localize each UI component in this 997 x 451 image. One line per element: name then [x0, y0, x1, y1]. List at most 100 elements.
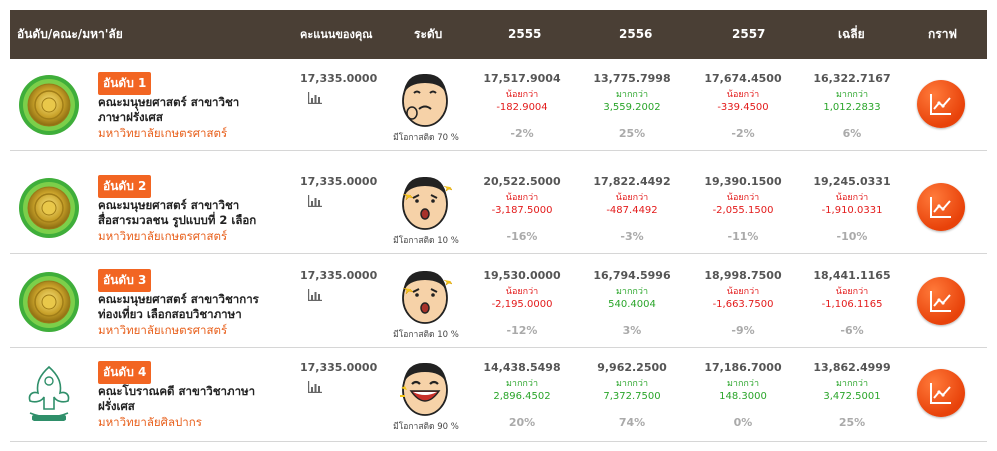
year-column: 14,438.5498 มากกว่า 2,896.4502 20%	[472, 348, 572, 429]
percent-difference: 0%	[733, 416, 753, 429]
comparison-label: มากกว่า	[616, 379, 648, 389]
score-difference: -2,195.0000	[491, 299, 553, 310]
admission-chance: มีโอกาสติด 10 %	[393, 236, 459, 246]
cutoff-score: 18,998.7500	[704, 269, 782, 282]
score-difference: 3,559.2002	[603, 102, 661, 113]
worried-face-icon	[402, 73, 448, 127]
rank-badge: อันดับ 4	[98, 361, 152, 384]
cutoff-score: 16,322.7167	[813, 72, 891, 85]
cutoff-score: 20,522.5000	[483, 175, 561, 188]
year-column: 17,186.7000 มากกว่า 148.3000 0%	[693, 348, 793, 429]
your-score: 17,335.0000	[300, 269, 378, 282]
table-row: อันดับ 4 คณะโบราณคดี สาขาวิชาภาษา ฝรั่งเศส…	[10, 348, 987, 442]
comparison-label: มากกว่า	[836, 379, 868, 389]
graph-button[interactable]	[917, 183, 965, 231]
line-chart-icon	[930, 197, 951, 218]
graph-button[interactable]	[917, 277, 965, 325]
comparison-label: น้อยกว่า	[726, 90, 760, 100]
program-line-2: ภาษาฝรั่งเศส	[98, 110, 163, 124]
university-logo	[19, 272, 79, 332]
score-difference: 540.4004	[608, 299, 656, 310]
score-difference: -182.9004	[496, 102, 548, 113]
score-difference: -2,055.1500	[712, 205, 774, 216]
year-column: 20,522.5000 น้อยกว่า -3,187.5000 -16%	[472, 162, 572, 243]
bar-chart-icon[interactable]	[308, 381, 322, 393]
table-row: อันดับ 3 คณะมนุษยศาสตร์ สาขาวิชาการ ท่องเท…	[10, 256, 987, 348]
cutoff-score: 19,390.1500	[704, 175, 782, 188]
university-name[interactable]: มหาวิทยาลัยเกษตรศาสตร์	[98, 229, 228, 243]
score-difference: -487.4492	[606, 205, 658, 216]
percent-difference: 74%	[618, 416, 646, 429]
line-chart-icon	[930, 383, 951, 404]
university-name[interactable]: มหาวิทยาลัยเกษตรศาสตร์	[98, 126, 228, 140]
header-year-2555: 2555	[508, 27, 542, 41]
cutoff-score: 17,674.4500	[704, 72, 782, 85]
comparison-label: มากกว่า	[506, 379, 538, 389]
graph-button[interactable]	[917, 369, 965, 417]
percent-difference: -11%	[727, 230, 759, 243]
program-name[interactable]: คณะมนุษยศาสตร์ สาขาวิชาการ ท่องเที่ยว เลื…	[98, 292, 288, 322]
comparison-label: น้อยกว่า	[615, 193, 649, 203]
admission-chance: มีโอกาสติด 70 %	[393, 133, 459, 143]
table-row: อันดับ 2 คณะมนุษยศาสตร์ สาขาวิชา สื่อสารมว…	[10, 162, 987, 254]
cutoff-score: 16,794.5996	[593, 269, 671, 282]
program-line-2: สื่อสารมวลชน รูปแบบที่ 2 เลือก	[98, 213, 257, 227]
bar-chart-icon[interactable]	[308, 195, 322, 207]
comparison-label: น้อยกว่า	[835, 193, 869, 203]
bar-chart-icon[interactable]	[308, 92, 322, 104]
percent-difference: 20%	[508, 416, 536, 429]
comparison-label: น้อยกว่า	[726, 193, 760, 203]
cutoff-score: 17,517.9004	[483, 72, 561, 85]
year-column: 9,962.2500 มากกว่า 7,372.7500 74%	[582, 348, 682, 429]
year-column: 18,998.7500 น้อยกว่า -1,663.7500 -9%	[693, 256, 793, 337]
percent-difference: -10%	[836, 230, 868, 243]
program-name[interactable]: คณะมนุษยศาสตร์ สาขาวิชา สื่อสารมวลชน รูปแ…	[98, 198, 288, 228]
laughing-face-icon	[400, 362, 448, 416]
year-column: 17,822.4492 น้อยกว่า -487.4492 -3%	[582, 162, 682, 243]
program-name[interactable]: คณะมนุษยศาสตร์ สาขาวิชา ภาษาฝรั่งเศส	[98, 95, 288, 125]
percent-difference: -16%	[506, 230, 538, 243]
university-logo	[19, 75, 79, 135]
bar-chart-icon[interactable]	[308, 289, 322, 301]
header-year-2556: 2556	[619, 27, 653, 41]
cutoff-score: 17,186.7000	[704, 361, 782, 374]
year-column: 17,517.9004 น้อยกว่า -182.9004 -2%	[472, 59, 572, 140]
table-row: อันดับ 1 คณะมนุษยศาสตร์ สาขาวิชา ภาษาฝรั่ง…	[10, 59, 987, 151]
year-column: 17,674.4500 น้อยกว่า -339.4500 -2%	[693, 59, 793, 140]
comparison-label: มากกว่า	[616, 90, 648, 100]
year-column: 19,530.0000 น้อยกว่า -2,195.0000 -12%	[472, 256, 572, 337]
university-logo	[18, 363, 80, 425]
cutoff-score: 17,822.4492	[593, 175, 671, 188]
comparison-label: มากกว่า	[616, 287, 648, 297]
comparison-label: น้อยกว่า	[505, 287, 539, 297]
score-difference: -3,187.5000	[491, 205, 553, 216]
university-logo	[19, 178, 79, 238]
rank-badge: อันดับ 3	[98, 269, 152, 292]
program-line-2: ท่องเที่ยว เลือกสอบวิชาภาษา	[98, 307, 242, 321]
comparison-label: มากกว่า	[727, 379, 759, 389]
percent-difference: -2%	[510, 127, 534, 140]
university-name[interactable]: มหาวิทยาลัยเกษตรศาสตร์	[98, 323, 228, 337]
cutoff-score: 19,245.0331	[813, 175, 891, 188]
header-graph: กราฟ	[928, 27, 957, 41]
graph-button[interactable]	[917, 80, 965, 128]
university-name[interactable]: มหาวิทยาลัยศิลปากร	[98, 415, 202, 429]
score-difference: 1,012.2833	[823, 102, 881, 113]
header-year-2557: 2557	[732, 27, 766, 41]
cutoff-score: 9,962.2500	[597, 361, 667, 374]
program-name[interactable]: คณะโบราณคดี สาขาวิชาภาษา ฝรั่งเศส	[98, 384, 288, 414]
admission-chance: มีโอกาสติด 90 %	[393, 422, 459, 432]
average-column: 16,322.7167 มากกว่า 1,012.2833 6%	[802, 59, 902, 140]
average-column: 13,862.4999 มากกว่า 3,472.5001 25%	[802, 348, 902, 429]
your-score: 17,335.0000	[300, 361, 378, 374]
percent-difference: -6%	[840, 324, 864, 337]
cutoff-score: 13,775.7998	[593, 72, 671, 85]
ranking-table	[10, 10, 987, 59]
percent-difference: -3%	[620, 230, 644, 243]
year-column: 13,775.7998 มากกว่า 3,559.2002 25%	[582, 59, 682, 140]
program-line-1: คณะมนุษยศาสตร์ สาขาวิชาการ	[98, 292, 259, 306]
line-chart-icon	[930, 94, 951, 115]
program-line-2: ฝรั่งเศส	[98, 399, 135, 413]
program-line-1: คณะโบราณคดี สาขาวิชาภาษา	[98, 384, 256, 398]
header-name: อันดับ/คณะ/มหา'ลัย	[17, 27, 123, 41]
